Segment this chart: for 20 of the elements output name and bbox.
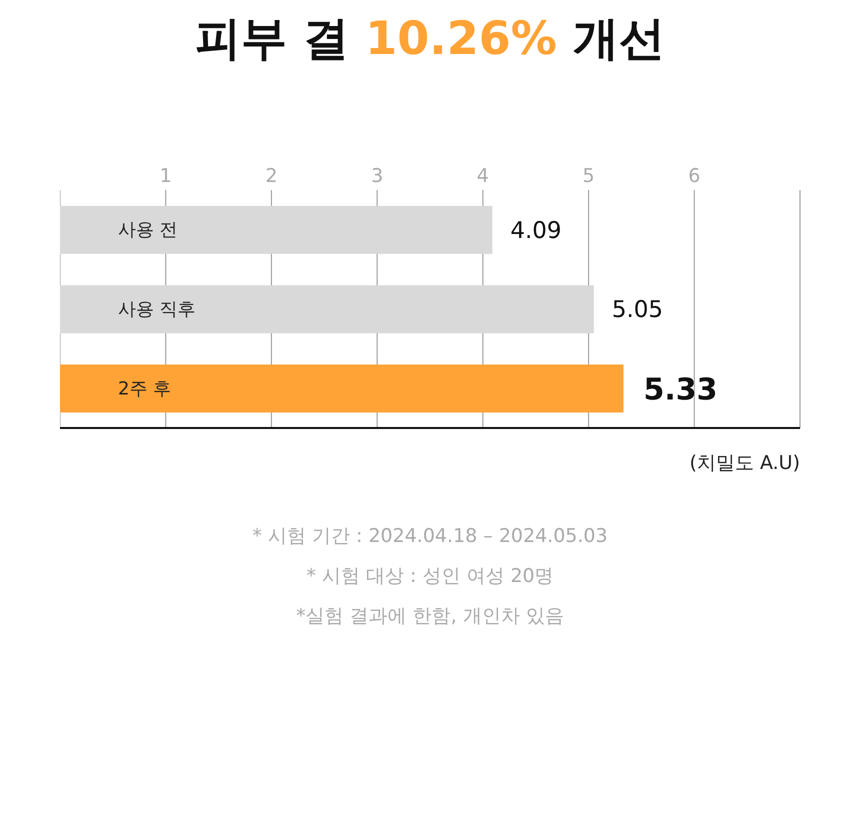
x-tick-label: 2 xyxy=(265,165,278,187)
data-label: 4.09 xyxy=(510,218,562,244)
data-label: 5.05 xyxy=(612,297,664,324)
text: * 시험 기간 : 2024.04.18 – 2024.05.03 xyxy=(251,524,609,549)
bar xyxy=(60,364,624,413)
x-tick-label: 5 xyxy=(582,165,595,187)
text: *실험 결과에 한함, 개인차 있음 xyxy=(295,604,565,629)
y-tick-label: 2주 후 xyxy=(118,378,172,400)
y-tick-label: 사용 전 xyxy=(118,220,178,241)
bar xyxy=(60,285,594,334)
bar xyxy=(60,206,492,254)
chart-title: 피부 결 10.26% 개선 xyxy=(195,11,665,65)
data-label: 5.33 xyxy=(643,372,718,408)
x-tick-label: 4 xyxy=(476,165,489,187)
y-tick-label: 사용 직후 xyxy=(118,299,196,320)
x-tick-label: 6 xyxy=(688,165,700,187)
x-tick-label: 3 xyxy=(371,165,384,187)
x-tick-label: 1 xyxy=(160,165,172,187)
text: * 시험 대상 : 성인 여성 20명 xyxy=(305,564,555,589)
x-axis-title: (치밀도 A.U) xyxy=(688,451,800,476)
